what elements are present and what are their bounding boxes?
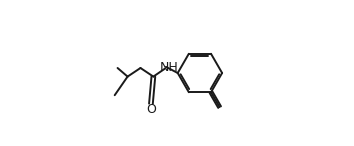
Text: O: O: [146, 103, 156, 116]
Text: NH: NH: [160, 61, 178, 74]
